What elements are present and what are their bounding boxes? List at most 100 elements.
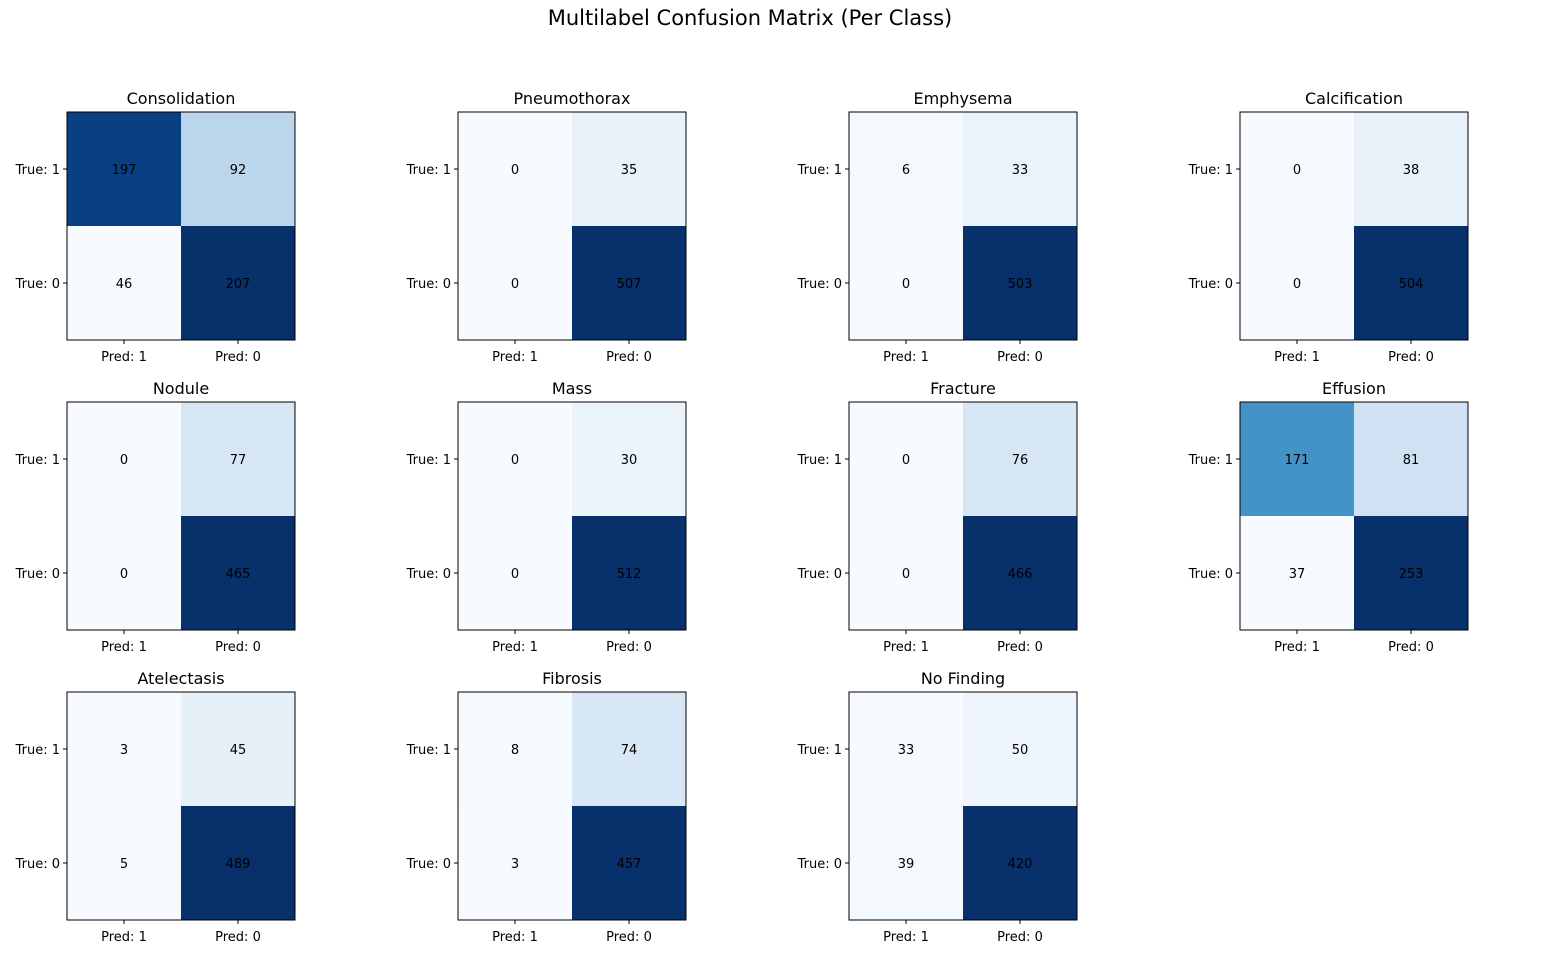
- cell-value-label: 0: [511, 163, 519, 178]
- matrix-cell: [458, 226, 572, 340]
- matrix-cell: [572, 692, 686, 806]
- cell-value-label: 33: [898, 743, 915, 758]
- cell-value-label: 37: [1289, 567, 1306, 582]
- cell-value-label: 512: [617, 567, 642, 582]
- cell-value-label: 0: [120, 567, 128, 582]
- cell-value-label: 489: [226, 857, 251, 872]
- matrix-cell: [849, 112, 963, 226]
- y-tick-label: True: 0: [406, 567, 451, 582]
- y-tick-label: True: 0: [406, 277, 451, 292]
- axes-frame: [66, 111, 296, 341]
- y-tick-label: True: 1: [1188, 453, 1233, 468]
- panel-title: Consolidation: [127, 89, 236, 108]
- cell-value-label: 197: [112, 163, 137, 178]
- cell-value-label: 45: [230, 743, 247, 758]
- x-tick-label: Pred: 0: [1388, 640, 1434, 655]
- matrix-cell: [181, 516, 295, 630]
- cell-value-label: 0: [902, 567, 910, 582]
- y-tick-label: True: 0: [15, 567, 60, 582]
- axes-frame: [848, 111, 1078, 341]
- y-tick-label: True: 0: [1188, 277, 1233, 292]
- matrix-cell: [963, 226, 1077, 340]
- cell-value-label: 207: [226, 277, 251, 292]
- cell-value-label: 8: [511, 743, 519, 758]
- x-tick-label: Pred: 1: [101, 640, 147, 655]
- panel-title: Calcification: [1305, 89, 1403, 108]
- x-tick-label: Pred: 0: [215, 640, 261, 655]
- matrix-cell: [572, 516, 686, 630]
- cell-value-label: 465: [226, 567, 251, 582]
- x-tick-label: Pred: 1: [883, 350, 929, 365]
- matrix-cell: [1240, 112, 1354, 226]
- cell-value-label: 466: [1008, 567, 1033, 582]
- cell-value-label: 38: [1403, 163, 1420, 178]
- matrix-cell: [572, 112, 686, 226]
- panel-fibrosis: 8 74 3 457 Fibrosis True: 1 True: 0 Pred: 1 Pred…: [406, 669, 687, 945]
- x-tick-label: Pred: 1: [101, 350, 147, 365]
- panel-title: Nodule: [153, 379, 209, 398]
- matrix-cell: [67, 402, 181, 516]
- axes-frame: [1239, 401, 1469, 631]
- cell-value-label: 253: [1399, 567, 1424, 582]
- matrix-cell: [963, 402, 1077, 516]
- y-tick-label: True: 1: [15, 743, 60, 758]
- x-tick-label: Pred: 1: [492, 350, 538, 365]
- panel-effusion: 171 81 37 253 Effusion True: 1 True: 0 Pred: 1 P…: [1188, 379, 1469, 655]
- figure-title: Multilabel Confusion Matrix (Per Class): [548, 6, 953, 30]
- axes-frame: [457, 401, 687, 631]
- x-tick-label: Pred: 1: [1274, 640, 1320, 655]
- matrix-cell: [1354, 112, 1468, 226]
- y-tick-label: True: 1: [797, 743, 842, 758]
- y-tick-label: True: 1: [406, 453, 451, 468]
- matrix-cell: [67, 226, 181, 340]
- cell-value-label: 0: [511, 277, 519, 292]
- cell-value-label: 503: [1008, 277, 1033, 292]
- matrix-cell: [458, 806, 572, 920]
- cell-value-label: 457: [617, 857, 642, 872]
- matrix-cell: [963, 692, 1077, 806]
- matrix-cell: [181, 692, 295, 806]
- matrix-cell: [458, 402, 572, 516]
- y-tick-label: True: 1: [406, 163, 451, 178]
- panel-mass: 0 30 0 512 Mass True: 1 True: 0 Pred: 1 Pred: 0: [406, 379, 687, 655]
- panel-consolidation: 197 92 46 207 Consolidation True: 1 True: 0 Pre…: [15, 89, 296, 365]
- cell-value-label: 92: [230, 163, 247, 178]
- panel-title: Effusion: [1322, 379, 1386, 398]
- matrix-cell: [67, 516, 181, 630]
- matrix-cell: [572, 402, 686, 516]
- y-tick-label: True: 0: [406, 857, 451, 872]
- panel-emphysema: 6 33 0 503 Emphysema True: 1 True: 0 Pred: 1 Pre…: [797, 89, 1078, 365]
- panel-no-finding: 33 50 39 420 No Finding True: 1 True: 0 Pred: 1…: [797, 669, 1078, 945]
- matrix-cell: [1240, 516, 1354, 630]
- x-tick-label: Pred: 0: [215, 930, 261, 945]
- axes-frame: [457, 691, 687, 921]
- matrix-cell: [849, 516, 963, 630]
- cell-value-label: 171: [1285, 453, 1310, 468]
- cell-value-label: 507: [617, 277, 642, 292]
- cell-value-label: 0: [511, 567, 519, 582]
- x-tick-label: Pred: 0: [606, 640, 652, 655]
- cell-value-label: 0: [120, 453, 128, 468]
- cell-value-label: 39: [898, 857, 915, 872]
- cell-value-label: 33: [1012, 163, 1029, 178]
- x-tick-label: Pred: 0: [215, 350, 261, 365]
- matrix-cell: [67, 692, 181, 806]
- matrix-cell: [181, 402, 295, 516]
- matrix-cell: [181, 226, 295, 340]
- panel-title: Emphysema: [913, 89, 1012, 108]
- y-tick-label: True: 0: [797, 567, 842, 582]
- panel-calcification: 0 38 0 504 Calcification True: 1 True: 0 Pred: …: [1188, 89, 1469, 365]
- y-tick-label: True: 0: [1188, 567, 1233, 582]
- panel-fracture: 0 76 0 466 Fracture True: 1 True: 0 Pred: 1 Pred…: [797, 379, 1078, 655]
- cell-value-label: 74: [621, 743, 638, 758]
- x-tick-label: Pred: 1: [492, 640, 538, 655]
- panel-title: Fracture: [930, 379, 996, 398]
- y-tick-label: True: 1: [15, 163, 60, 178]
- matrix-cell: [1354, 226, 1468, 340]
- y-tick-label: True: 0: [797, 857, 842, 872]
- axes-frame: [848, 691, 1078, 921]
- x-tick-label: Pred: 1: [492, 930, 538, 945]
- panel-pneumothorax: 0 35 0 507 Pneumothorax True: 1 True: 0 Pred: 1…: [406, 89, 687, 365]
- x-tick-label: Pred: 1: [1274, 350, 1320, 365]
